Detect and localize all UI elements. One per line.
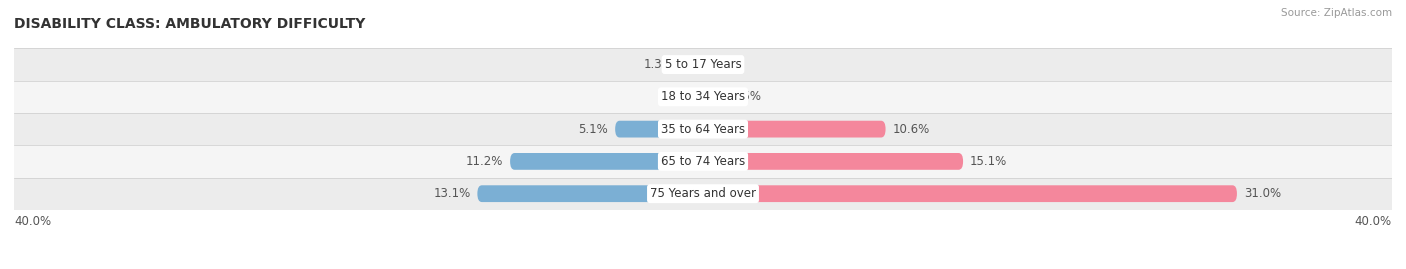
FancyBboxPatch shape	[510, 153, 703, 170]
Text: DISABILITY CLASS: AMBULATORY DIFFICULTY: DISABILITY CLASS: AMBULATORY DIFFICULTY	[14, 17, 366, 31]
Text: 1.3%: 1.3%	[644, 58, 673, 71]
Bar	[14, 113, 1392, 145]
Bar	[14, 178, 1392, 210]
Text: 15.1%: 15.1%	[970, 155, 1007, 168]
Bar	[14, 145, 1392, 178]
Text: 18 to 34 Years: 18 to 34 Years	[661, 90, 745, 103]
Text: 40.0%: 40.0%	[1355, 215, 1392, 228]
Bar	[14, 81, 1392, 113]
Text: 5.1%: 5.1%	[578, 123, 609, 136]
Bar	[14, 48, 1392, 81]
Text: 10.6%: 10.6%	[893, 123, 929, 136]
Text: 13.1%: 13.1%	[433, 187, 471, 200]
FancyBboxPatch shape	[703, 89, 717, 105]
FancyBboxPatch shape	[703, 153, 963, 170]
Text: 5 to 17 Years: 5 to 17 Years	[665, 58, 741, 71]
Text: 31.0%: 31.0%	[1244, 187, 1281, 200]
Text: 65 to 74 Years: 65 to 74 Years	[661, 155, 745, 168]
FancyBboxPatch shape	[681, 56, 703, 73]
Text: 75 Years and over: 75 Years and over	[650, 187, 756, 200]
FancyBboxPatch shape	[703, 185, 1237, 202]
Text: Source: ZipAtlas.com: Source: ZipAtlas.com	[1281, 8, 1392, 18]
Text: 0.0%: 0.0%	[706, 58, 737, 71]
FancyBboxPatch shape	[616, 121, 703, 137]
Text: 0.0%: 0.0%	[669, 90, 700, 103]
FancyBboxPatch shape	[478, 185, 703, 202]
Text: 0.85%: 0.85%	[724, 90, 762, 103]
FancyBboxPatch shape	[703, 121, 886, 137]
Text: 35 to 64 Years: 35 to 64 Years	[661, 123, 745, 136]
Text: 11.2%: 11.2%	[465, 155, 503, 168]
Text: 40.0%: 40.0%	[14, 215, 51, 228]
